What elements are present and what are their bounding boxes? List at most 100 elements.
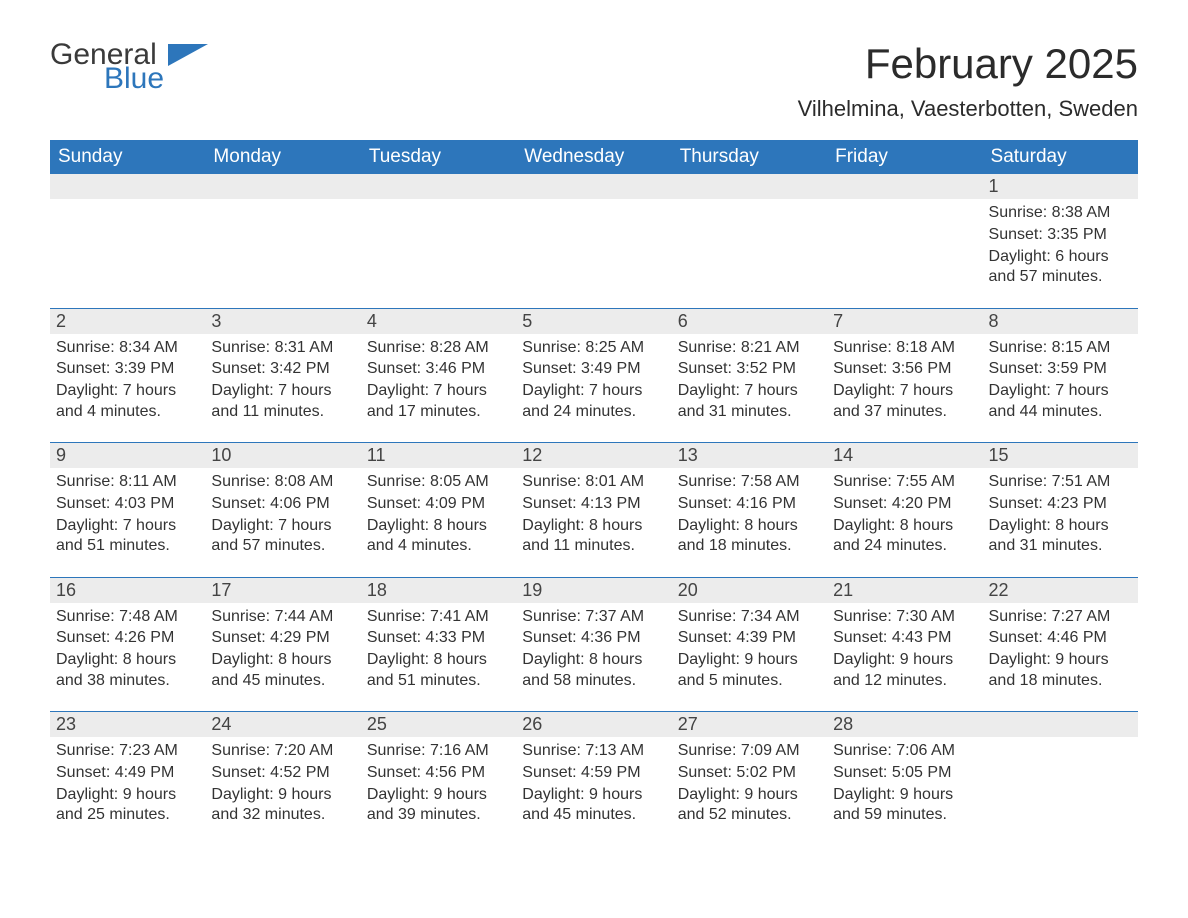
day-details: Sunrise: 8:01 AMSunset: 4:13 PMDaylight:… — [516, 468, 671, 566]
day-number: 22 — [983, 578, 1138, 603]
day-number: 16 — [50, 578, 205, 603]
day-number: 2 — [50, 309, 205, 334]
sunrise-line: Sunrise: 8:01 AM — [522, 472, 665, 493]
calendar-day-cell: 16Sunrise: 7:48 AMSunset: 4:26 PMDayligh… — [50, 578, 205, 712]
calendar-day-cell: 26Sunrise: 7:13 AMSunset: 4:59 PMDayligh… — [516, 712, 671, 846]
calendar-week-row: 2Sunrise: 8:34 AMSunset: 3:39 PMDaylight… — [50, 309, 1138, 443]
sunset-line: Sunset: 3:42 PM — [211, 359, 354, 380]
sunset-line: Sunset: 5:05 PM — [833, 763, 976, 784]
brand-logo: General Blue — [50, 40, 208, 94]
day-details: Sunrise: 7:13 AMSunset: 4:59 PMDaylight:… — [516, 737, 671, 835]
day-number: 26 — [516, 712, 671, 737]
day-details: Sunrise: 8:31 AMSunset: 3:42 PMDaylight:… — [205, 334, 360, 432]
day-details: Sunrise: 8:21 AMSunset: 3:52 PMDaylight:… — [672, 334, 827, 432]
day-number — [50, 174, 205, 199]
calendar-day-cell: 19Sunrise: 7:37 AMSunset: 4:36 PMDayligh… — [516, 578, 671, 712]
sunrise-line: Sunrise: 7:30 AM — [833, 607, 976, 628]
calendar-day-cell: 13Sunrise: 7:58 AMSunset: 4:16 PMDayligh… — [672, 443, 827, 577]
calendar-day-cell: 27Sunrise: 7:09 AMSunset: 5:02 PMDayligh… — [672, 712, 827, 846]
dow-header-cell: Wednesday — [516, 140, 671, 174]
sunset-line: Sunset: 4:49 PM — [56, 763, 199, 784]
sunset-line: Sunset: 3:52 PM — [678, 359, 821, 380]
day-details: Sunrise: 7:48 AMSunset: 4:26 PMDaylight:… — [50, 603, 205, 701]
sunset-line: Sunset: 4:52 PM — [211, 763, 354, 784]
calendar-day-cell: 3Sunrise: 8:31 AMSunset: 3:42 PMDaylight… — [205, 309, 360, 443]
calendar-day-cell — [50, 174, 205, 308]
day-details: Sunrise: 7:51 AMSunset: 4:23 PMDaylight:… — [983, 468, 1138, 566]
calendar-day-cell — [516, 174, 671, 308]
daylight-line: Daylight: 7 hours and 44 minutes. — [989, 381, 1132, 423]
daylight-line: Daylight: 9 hours and 52 minutes. — [678, 785, 821, 827]
dow-header-cell: Friday — [827, 140, 982, 174]
day-number: 8 — [983, 309, 1138, 334]
dow-header-cell: Tuesday — [361, 140, 516, 174]
sunset-line: Sunset: 3:35 PM — [989, 225, 1132, 246]
day-details: Sunrise: 8:38 AMSunset: 3:35 PMDaylight:… — [983, 199, 1138, 297]
day-details: Sunrise: 8:08 AMSunset: 4:06 PMDaylight:… — [205, 468, 360, 566]
sunrise-line: Sunrise: 7:20 AM — [211, 741, 354, 762]
sunrise-line: Sunrise: 8:34 AM — [56, 338, 199, 359]
calendar-day-cell: 28Sunrise: 7:06 AMSunset: 5:05 PMDayligh… — [827, 712, 982, 846]
calendar-day-cell: 23Sunrise: 7:23 AMSunset: 4:49 PMDayligh… — [50, 712, 205, 846]
daylight-line: Daylight: 8 hours and 24 minutes. — [833, 516, 976, 558]
sunrise-line: Sunrise: 7:37 AM — [522, 607, 665, 628]
sunrise-line: Sunrise: 7:34 AM — [678, 607, 821, 628]
calendar-day-cell: 7Sunrise: 8:18 AMSunset: 3:56 PMDaylight… — [827, 309, 982, 443]
day-number: 3 — [205, 309, 360, 334]
calendar-day-cell: 24Sunrise: 7:20 AMSunset: 4:52 PMDayligh… — [205, 712, 360, 846]
day-details: Sunrise: 7:34 AMSunset: 4:39 PMDaylight:… — [672, 603, 827, 701]
calendar-day-cell: 21Sunrise: 7:30 AMSunset: 4:43 PMDayligh… — [827, 578, 982, 712]
sunrise-line: Sunrise: 8:15 AM — [989, 338, 1132, 359]
day-details: Sunrise: 8:18 AMSunset: 3:56 PMDaylight:… — [827, 334, 982, 432]
day-number: 5 — [516, 309, 671, 334]
sunrise-line: Sunrise: 7:44 AM — [211, 607, 354, 628]
day-number: 14 — [827, 443, 982, 468]
daylight-line: Daylight: 6 hours and 57 minutes. — [989, 247, 1132, 289]
day-details: Sunrise: 7:23 AMSunset: 4:49 PMDaylight:… — [50, 737, 205, 835]
calendar-day-cell: 20Sunrise: 7:34 AMSunset: 4:39 PMDayligh… — [672, 578, 827, 712]
daylight-line: Daylight: 9 hours and 18 minutes. — [989, 650, 1132, 692]
sunrise-line: Sunrise: 8:05 AM — [367, 472, 510, 493]
daylight-line: Daylight: 9 hours and 32 minutes. — [211, 785, 354, 827]
sunrise-line: Sunrise: 7:16 AM — [367, 741, 510, 762]
daylight-line: Daylight: 8 hours and 31 minutes. — [989, 516, 1132, 558]
day-of-week-header-row: SundayMondayTuesdayWednesdayThursdayFrid… — [50, 140, 1138, 174]
calendar-day-cell: 17Sunrise: 7:44 AMSunset: 4:29 PMDayligh… — [205, 578, 360, 712]
daylight-line: Daylight: 8 hours and 18 minutes. — [678, 516, 821, 558]
calendar-day-cell: 4Sunrise: 8:28 AMSunset: 3:46 PMDaylight… — [361, 309, 516, 443]
day-details: Sunrise: 7:55 AMSunset: 4:20 PMDaylight:… — [827, 468, 982, 566]
sunrise-line: Sunrise: 8:08 AM — [211, 472, 354, 493]
sunrise-line: Sunrise: 7:13 AM — [522, 741, 665, 762]
day-number — [205, 174, 360, 199]
day-number: 11 — [361, 443, 516, 468]
page-header: General Blue February 2025 Vilhelmina, V… — [50, 40, 1138, 122]
day-details: Sunrise: 8:15 AMSunset: 3:59 PMDaylight:… — [983, 334, 1138, 432]
sunrise-line: Sunrise: 8:21 AM — [678, 338, 821, 359]
dow-header-cell: Saturday — [983, 140, 1138, 174]
sunrise-line: Sunrise: 8:25 AM — [522, 338, 665, 359]
sunrise-line: Sunrise: 8:11 AM — [56, 472, 199, 493]
calendar-day-cell: 14Sunrise: 7:55 AMSunset: 4:20 PMDayligh… — [827, 443, 982, 577]
daylight-line: Daylight: 7 hours and 57 minutes. — [211, 516, 354, 558]
sunset-line: Sunset: 4:20 PM — [833, 494, 976, 515]
sunrise-line: Sunrise: 8:18 AM — [833, 338, 976, 359]
sunset-line: Sunset: 4:46 PM — [989, 628, 1132, 649]
day-details: Sunrise: 7:30 AMSunset: 4:43 PMDaylight:… — [827, 603, 982, 701]
sunset-line: Sunset: 5:02 PM — [678, 763, 821, 784]
day-number — [983, 712, 1138, 737]
calendar-body: 1Sunrise: 8:38 AMSunset: 3:35 PMDaylight… — [50, 174, 1138, 846]
daylight-line: Daylight: 9 hours and 12 minutes. — [833, 650, 976, 692]
day-number: 23 — [50, 712, 205, 737]
daylight-line: Daylight: 9 hours and 25 minutes. — [56, 785, 199, 827]
flag-icon — [168, 44, 208, 74]
day-number: 13 — [672, 443, 827, 468]
daylight-line: Daylight: 7 hours and 4 minutes. — [56, 381, 199, 423]
day-details: Sunrise: 8:34 AMSunset: 3:39 PMDaylight:… — [50, 334, 205, 432]
calendar-day-cell: 18Sunrise: 7:41 AMSunset: 4:33 PMDayligh… — [361, 578, 516, 712]
day-number — [672, 174, 827, 199]
day-details: Sunrise: 7:06 AMSunset: 5:05 PMDaylight:… — [827, 737, 982, 835]
daylight-line: Daylight: 8 hours and 45 minutes. — [211, 650, 354, 692]
sunrise-line: Sunrise: 7:27 AM — [989, 607, 1132, 628]
brand-text: General Blue — [50, 40, 164, 94]
day-number: 6 — [672, 309, 827, 334]
